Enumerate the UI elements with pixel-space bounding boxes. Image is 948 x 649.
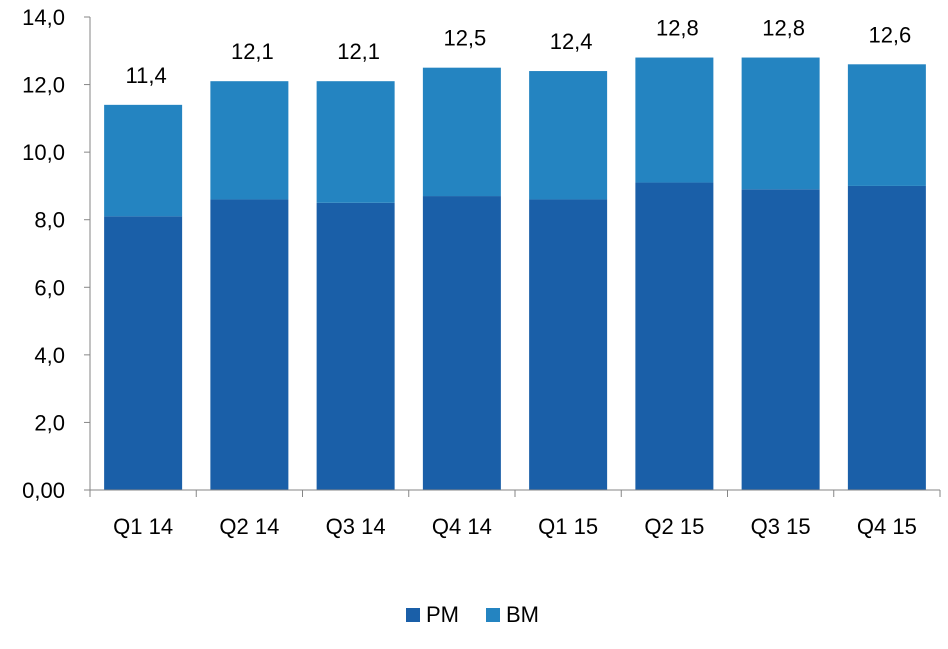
y-tick-label-6: 12,0 xyxy=(22,73,65,98)
y-tick-label-3: 6,0 xyxy=(34,275,65,300)
bar-bm-8 xyxy=(847,64,926,186)
y-tick-label-1: 2,0 xyxy=(34,410,65,435)
x-tick-label-5: Q1 15 xyxy=(538,514,598,539)
total-label-6: 12,8 xyxy=(656,16,699,41)
x-tick-label-6: Q2 15 xyxy=(644,514,704,539)
total-label-7: 12,8 xyxy=(762,16,805,41)
bar-bm-6 xyxy=(635,57,714,183)
bar-bm-7 xyxy=(741,57,820,190)
y-tick-label-4: 8,0 xyxy=(34,208,65,233)
bar-bm-3 xyxy=(316,81,395,203)
x-tick-label-2: Q2 14 xyxy=(219,514,279,539)
bar-pm-1 xyxy=(104,216,183,491)
y-tick-label-2: 4,0 xyxy=(34,343,65,368)
legend-swatch-pm xyxy=(406,608,420,622)
bar-bm-4 xyxy=(422,67,501,197)
total-label-4: 12,5 xyxy=(443,26,486,51)
total-label-8: 12,6 xyxy=(868,22,911,47)
legend-label-bm: BM xyxy=(506,602,539,627)
x-tick-label-3: Q3 14 xyxy=(326,514,386,539)
x-tick-label-8: Q4 15 xyxy=(857,514,917,539)
y-tick-label-7: 14,0 xyxy=(22,5,65,30)
bar-pm-3 xyxy=(316,202,395,491)
x-tick-label-4: Q4 14 xyxy=(432,514,492,539)
bar-pm-4 xyxy=(422,196,501,491)
x-axis: Q1 14 Q2 14 Q3 14 Q4 14 Q1 15 Q2 15 Q3 15 Q4 15 xyxy=(89,489,941,539)
total-label-5: 12,4 xyxy=(550,29,593,54)
bar-pm-2 xyxy=(210,199,289,490)
bar-bm-2 xyxy=(210,81,289,200)
bar-bm-1 xyxy=(104,104,183,217)
y-tick-label-0: 0,00 xyxy=(22,478,65,503)
total-label-3: 12,1 xyxy=(337,39,380,64)
y-axis: 0,00 2,0 4,0 6,0 8,0 10,0 12,0 14,0 xyxy=(22,5,91,503)
bar-pm-7 xyxy=(741,189,820,491)
legend: PM BM xyxy=(406,602,539,627)
y-tick-label-5: 10,0 xyxy=(22,140,65,165)
legend-label-pm: PM xyxy=(426,602,459,627)
total-label-2: 12,1 xyxy=(231,39,274,64)
bar-pm-6 xyxy=(635,182,714,491)
total-label-1: 11,4 xyxy=(126,63,167,88)
x-tick-label-7: Q3 15 xyxy=(751,514,811,539)
bar-bm-5 xyxy=(529,71,608,200)
bar-pm-5 xyxy=(529,199,608,490)
legend-swatch-bm xyxy=(486,608,500,622)
x-tick-label-1: Q1 14 xyxy=(113,514,173,539)
bar-pm-8 xyxy=(847,185,926,490)
plot-area: 11,4 12,1 12,1 12,5 12,4 12,8 12,8 12,6 xyxy=(104,16,926,491)
